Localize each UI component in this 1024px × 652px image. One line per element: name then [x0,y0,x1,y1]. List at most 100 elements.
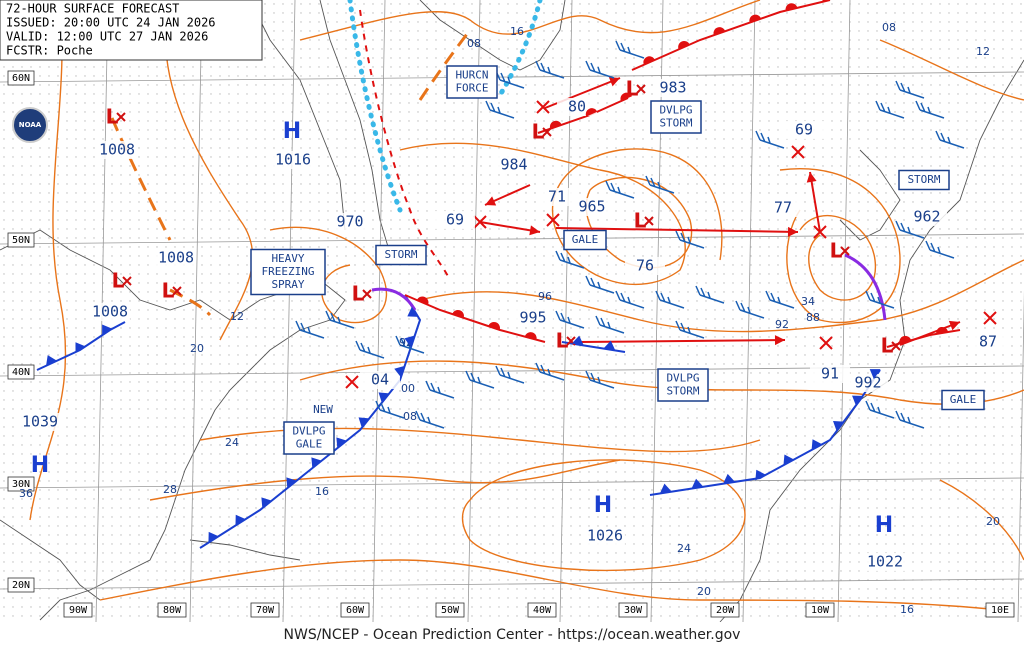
logo: NOAA [12,107,48,143]
wind-barb [295,320,325,339]
parallel [0,477,1024,489]
low-center: L [112,269,125,293]
isobar-label: 08 [403,410,417,423]
lon-label-box [250,602,280,618]
isobar-label: 16 [510,25,524,38]
low-center: L [634,209,647,233]
footer-band [0,622,1024,652]
lon-label: 10W [811,605,830,616]
pressure-label-bg [784,121,824,139]
track-arrowhead [787,226,798,237]
cold-front-triangle [336,437,347,449]
isobar-label: 12 [976,45,990,58]
parallel [0,365,1024,377]
warning-text: FREEZING [262,265,315,278]
warm-front [886,329,961,348]
storm-track [555,227,799,233]
lon-label-box [710,602,740,618]
pressure-label: 1039 [22,413,58,431]
wind-barb [535,60,565,79]
warning-text: STORM [907,173,940,186]
wind-barb [765,290,795,309]
cold-front-triangle [286,477,297,489]
pressure-label: 992 [854,374,881,392]
cold-front-triangle [783,454,795,466]
warning-text: DVLPG [659,104,692,117]
wind-barb [585,60,615,79]
cold-front-triangle [811,439,823,450]
pressure-label-bg [156,249,196,267]
pressure-label: 80 [568,98,586,116]
wind-barb [585,370,615,389]
past-position [546,213,560,227]
cold-front-triangle [603,340,616,351]
labels: 60N 50N 40N 30N 20N 90W 80W 70W 60W 50W 40W 30W 20W 1… [7,21,1015,618]
track-arrowhead [774,335,785,346]
high-center: H [283,119,301,144]
warning-box [657,368,709,402]
warm-front-semicircle [643,56,655,65]
warm-front-semicircle [749,14,762,23]
lon-label-box [985,602,1015,618]
high-center: H [875,513,893,538]
warning-text: GALE [950,393,977,406]
pressure-label-bg [303,401,343,419]
pressure-label: 965 [578,198,605,216]
wind-barb [675,320,705,339]
pressure-label-bg [625,257,665,275]
isobar-label: 36 [19,487,33,500]
meridian [837,0,851,623]
low-center-x [542,127,552,137]
meridian [1017,290,1024,623]
pressure-label-bg [360,371,400,389]
pressure-label: 69 [795,121,813,139]
isobar-label: 00 [401,382,415,395]
low-center-x [636,84,646,94]
warning-text: STORM [659,117,692,130]
warning-box [446,65,498,99]
meridian [189,0,203,623]
pressure-label-bg [848,374,888,392]
header-title: 72-HOUR SURFACE FORECAST [6,2,179,16]
wind-barb [485,100,515,119]
lon-label: 90W [69,605,88,616]
lat-label: 20N [12,580,30,591]
wind-barb [655,290,685,309]
wind-barb [555,250,585,269]
pressure-label: 1026 [587,527,623,545]
low-center: L [352,282,365,306]
track-arrowhead [608,77,620,87]
wind-barb [535,362,565,381]
pressure-label: 87 [979,333,997,351]
cold-front-triangle [755,469,766,481]
lon-label: 50W [441,605,460,616]
track-arrowhead [485,196,497,206]
high-center: H [31,453,49,478]
cold-front-triangle [659,483,672,494]
meridian [282,0,296,623]
lat-label: 40N [12,367,30,378]
low-center-x [840,246,850,256]
warning-text: SPRAY [271,278,304,291]
warm-front [631,0,831,71]
pressure-label-bg [763,199,803,217]
pressure-label: 970 [336,213,363,231]
wind-barb [325,310,355,329]
pressure-label: 1008 [92,303,128,321]
lat-label-box [7,364,35,380]
warning-box [898,169,950,191]
lon-label-box [618,602,648,618]
storm-track [579,339,786,343]
wind-barb [925,240,955,259]
isobar-label: 92 [775,318,789,331]
isobar-label: 20 [697,585,711,598]
cold-front [36,321,126,371]
warning-text: HEAVY [271,252,304,265]
pressure-label: 1022 [867,553,903,571]
pressure-label: 91 [821,365,839,383]
pressure-label: 1016 [275,151,311,169]
header-forecaster: FCSTR: Poche [6,44,93,58]
pressure-label-bg [537,188,577,206]
wind-barb [895,80,925,99]
low-center-x [122,276,132,286]
